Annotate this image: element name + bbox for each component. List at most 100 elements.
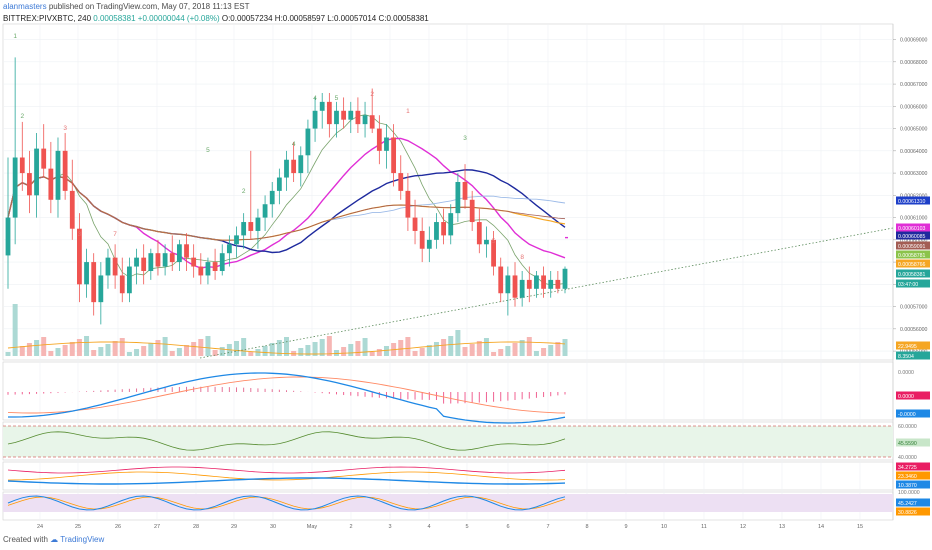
footer: Created with ☁ TradingView xyxy=(3,535,104,544)
candle-body xyxy=(284,159,289,178)
candle-body xyxy=(48,168,54,200)
volume-bar xyxy=(483,338,489,356)
ohlc-legend: BITTREX:PIVXBTC, 240 0.00058381 +0.00000… xyxy=(3,14,429,24)
candle-body xyxy=(84,262,89,285)
volume-bar xyxy=(55,348,61,356)
candle-body xyxy=(369,115,375,129)
time-tick-label: 28 xyxy=(193,524,199,530)
candle-body xyxy=(169,253,175,263)
macd-label-text: -0.0000 xyxy=(898,412,916,418)
volume-bar xyxy=(362,338,368,356)
volume-bar xyxy=(19,346,25,356)
price-label-tag xyxy=(896,351,930,360)
candle-body xyxy=(376,128,382,151)
volume-bar xyxy=(184,345,190,356)
candle-body xyxy=(405,190,411,218)
time-tick-label: 13 xyxy=(779,524,785,530)
price-label-text: 0.00058381 xyxy=(898,272,926,278)
dmi-plus-line xyxy=(7,466,566,474)
volume-bar xyxy=(555,342,561,356)
candle-body xyxy=(355,110,361,125)
time-tick-label: May xyxy=(307,524,318,530)
candle-body xyxy=(548,279,554,289)
candle-body xyxy=(398,173,404,191)
candle-body xyxy=(155,253,161,267)
volume-bar xyxy=(448,336,454,356)
stoch-label-tag xyxy=(896,507,930,516)
volume-bar xyxy=(134,349,140,356)
volume-bar xyxy=(341,347,347,356)
volume-bar xyxy=(105,344,111,356)
volume-bar xyxy=(219,347,225,356)
candle-body xyxy=(441,222,447,236)
volume-bar xyxy=(462,347,468,356)
td-count-label: 5 xyxy=(492,238,496,245)
volume-bar xyxy=(519,340,525,356)
dmi-label-text: 34.2725 xyxy=(898,465,917,471)
price-label-text: 8.3504 xyxy=(898,354,914,360)
td-count-label: 4 xyxy=(313,95,317,102)
volume-bar xyxy=(383,346,389,356)
price-pane-frame xyxy=(2,23,894,361)
time-tick-label: 3 xyxy=(388,524,391,530)
volume-bar xyxy=(212,350,218,356)
volume-ma-line xyxy=(7,341,566,355)
time-tick-label: 2 xyxy=(349,524,352,530)
rsi-band xyxy=(3,426,893,457)
volume-bar xyxy=(69,342,75,356)
dmi-label-tag xyxy=(896,480,930,489)
candle-body xyxy=(484,239,489,245)
td-count-label: 5 xyxy=(206,147,210,154)
volume-bar xyxy=(148,343,154,356)
volume-bar xyxy=(541,348,547,356)
volume-bar xyxy=(512,343,518,356)
td-count-label: 5 xyxy=(335,95,339,102)
candle-body xyxy=(19,157,25,174)
tradingview-brand[interactable]: TradingView xyxy=(60,535,105,544)
candle-body xyxy=(226,244,232,254)
macd-signal-line xyxy=(7,376,566,414)
volume-bar xyxy=(562,339,568,356)
price-label-tag xyxy=(896,196,930,205)
dmi-label-text: 10.3870 xyxy=(898,483,917,489)
candle-body xyxy=(541,275,546,289)
macd-label-tag xyxy=(896,409,930,418)
volume-bar xyxy=(26,343,32,356)
candle-body xyxy=(205,262,211,276)
volume-bar xyxy=(269,343,275,356)
stoch-label-text: 100.0000 xyxy=(898,490,920,496)
volume-bar xyxy=(12,304,18,356)
price-label-tag xyxy=(896,259,930,268)
price-tick-label: 0.00068000 xyxy=(900,60,928,66)
publisher-link[interactable]: alanmasters xyxy=(3,2,47,11)
td-count-label: 8 xyxy=(520,254,524,261)
volume-bar xyxy=(333,350,339,356)
time-tick-label: 12 xyxy=(740,524,746,530)
symbol-label[interactable]: BITTREX:PIVXBTC, 240 xyxy=(3,14,92,23)
price-tick-label: 0.00060000 xyxy=(900,238,928,244)
high-value: H:0.00058597 xyxy=(274,14,326,23)
time-tick-label: 4 xyxy=(427,524,430,530)
time-tick-label: 10 xyxy=(661,524,667,530)
stoch-label-tag xyxy=(896,498,930,507)
candle-body xyxy=(248,222,254,231)
volume-bar xyxy=(319,339,325,356)
volume-bar xyxy=(34,340,40,356)
price-label-text: 03:47:00 xyxy=(898,282,918,288)
volume-bar xyxy=(533,351,539,356)
candle-body xyxy=(334,110,339,125)
created-with-label: Created with xyxy=(3,535,48,544)
time-tick-label: 11 xyxy=(701,524,707,530)
candle-body xyxy=(426,239,432,249)
dmi-pane-frame xyxy=(2,461,894,491)
time-tick-label: 7 xyxy=(546,524,549,530)
candle-body xyxy=(234,235,239,245)
volume-bar xyxy=(84,336,90,356)
volume-bar xyxy=(355,341,361,356)
candle-body xyxy=(5,217,11,256)
volume-bar xyxy=(262,346,268,356)
price-label-text: 0.00058766 xyxy=(898,262,926,268)
low-value: L:0.00057014 xyxy=(327,14,377,23)
volume-bar xyxy=(419,348,425,356)
